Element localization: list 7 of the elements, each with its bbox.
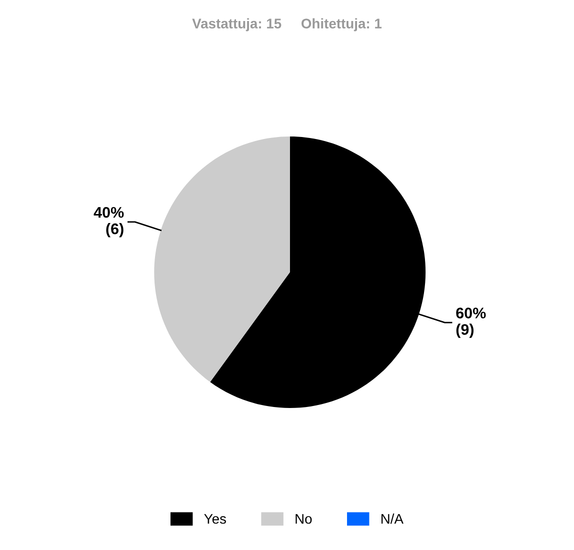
legend-label: Yes <box>204 514 226 524</box>
data-label: 60% (9) <box>456 308 486 338</box>
data-label: 40% (6) <box>94 206 124 238</box>
legend-label: No <box>296 514 312 524</box>
legend-label: N/A <box>381 514 404 524</box>
chart-title: Vastattuja: 15 Ohitettuja: 1 <box>192 18 382 32</box>
pie-slice <box>154 136 290 382</box>
